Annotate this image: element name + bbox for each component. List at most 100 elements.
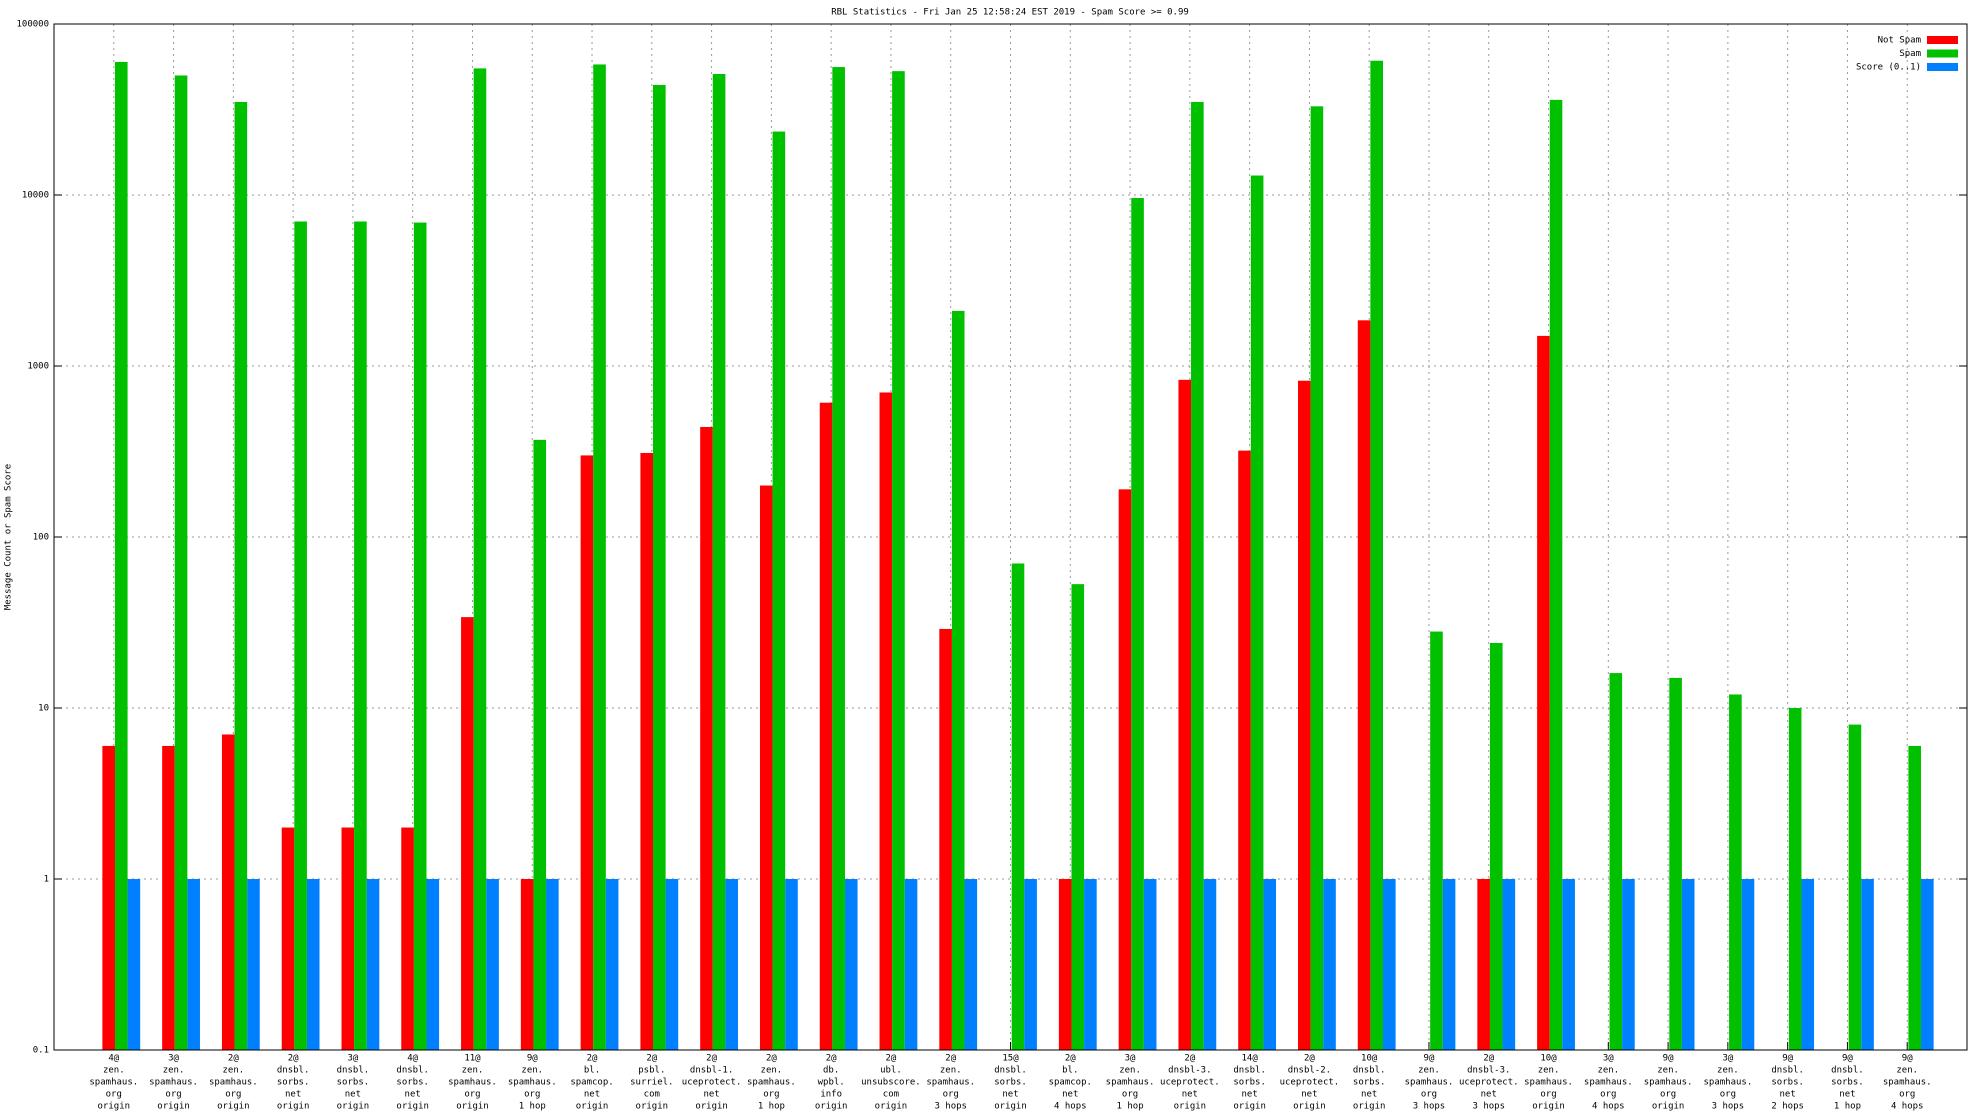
x-tick-label: org xyxy=(1421,1090,1437,1100)
bar xyxy=(832,67,845,1051)
x-tick-label: origin xyxy=(1293,1102,1326,1112)
bar xyxy=(486,879,499,1050)
x-tick-label: 2@ xyxy=(706,1054,717,1064)
bar xyxy=(1071,584,1085,1050)
bar xyxy=(413,222,427,1050)
bar xyxy=(533,439,547,1050)
x-tick-label: 10@ xyxy=(1540,1054,1557,1064)
x-tick-label: origin xyxy=(875,1102,908,1112)
plot-border xyxy=(53,23,1968,1051)
y-tick-label: 10000 xyxy=(22,191,49,201)
x-tick-label: 4@ xyxy=(407,1054,418,1064)
x-tick-label: origin xyxy=(337,1102,370,1112)
x-tick-label: zen. xyxy=(1538,1066,1560,1076)
bar xyxy=(341,827,355,1050)
x-tick-label: 3@ xyxy=(1722,1054,1733,1064)
bar xyxy=(1011,563,1025,1050)
x-tick-label: ubl. xyxy=(880,1066,902,1076)
x-tick-label: spamhaus. xyxy=(149,1078,198,1088)
x-tick-label: sorbs. xyxy=(994,1078,1027,1088)
x-tick-label: org xyxy=(524,1090,540,1100)
bar xyxy=(1729,694,1742,1050)
x-tick-label: 3 hops xyxy=(1472,1102,1505,1112)
bar xyxy=(605,879,619,1050)
x-tick-label: spamhaus. xyxy=(1644,1078,1693,1088)
x-tick-label: net xyxy=(1182,1090,1198,1100)
x-tick-label: zen. xyxy=(223,1066,245,1076)
x-tick-label: origin xyxy=(396,1102,429,1112)
bar xyxy=(174,75,188,1050)
bar xyxy=(700,426,713,1050)
x-tick-label: spamhaus. xyxy=(448,1078,497,1088)
x-tick-label: info xyxy=(820,1090,842,1100)
legend-swatch xyxy=(1927,63,1958,71)
x-tick-label: 15@ xyxy=(1002,1054,1019,1064)
bar xyxy=(1058,879,1072,1050)
x-tick-label: spamhaus. xyxy=(747,1078,796,1088)
x-tick-label: 2@ xyxy=(1065,1054,1076,1064)
bar xyxy=(712,74,726,1051)
x-tick-label: origin xyxy=(994,1102,1027,1112)
x-tick-label: zen. xyxy=(1418,1066,1440,1076)
x-tick-label: net xyxy=(584,1090,600,1100)
x-tick-label: zen. xyxy=(1896,1066,1918,1076)
bar xyxy=(1609,673,1623,1050)
x-tick-label: bl. xyxy=(1062,1066,1078,1076)
bar xyxy=(964,879,978,1050)
bar xyxy=(1310,106,1324,1051)
x-tick-label: 9@ xyxy=(1424,1054,1435,1064)
x-tick-label: dnsbl-3. xyxy=(1467,1066,1510,1076)
bar xyxy=(1489,642,1503,1050)
x-tick-label: org xyxy=(1660,1090,1676,1100)
x-tick-label: spamcop. xyxy=(1049,1078,1092,1088)
x-tick-label: sorbs. xyxy=(1353,1078,1386,1088)
x-tick-label: 3 hops xyxy=(1413,1102,1446,1112)
x-tick-label: 2@ xyxy=(646,1054,657,1064)
bar xyxy=(951,310,965,1050)
x-tick-label: 2@ xyxy=(1184,1054,1195,1064)
bar xyxy=(1908,745,1922,1050)
x-tick-label: zen. xyxy=(761,1066,783,1076)
bar xyxy=(1084,879,1097,1050)
bar xyxy=(665,879,679,1050)
x-tick-label: origin xyxy=(576,1102,609,1112)
bar xyxy=(1477,879,1490,1050)
x-tick-label: 1 hop xyxy=(1117,1102,1144,1112)
bar xyxy=(247,879,260,1050)
x-tick-label: zen. xyxy=(462,1066,484,1076)
bar xyxy=(1323,879,1336,1050)
bar xyxy=(1549,99,1563,1051)
x-tick-label: 9@ xyxy=(527,1054,538,1064)
x-tick-label: 2@ xyxy=(945,1054,956,1064)
x-tick-label: 9@ xyxy=(1902,1054,1913,1064)
x-tick-label: com xyxy=(883,1090,899,1100)
bar xyxy=(102,745,115,1050)
x-tick-label: net xyxy=(345,1090,361,1100)
x-tick-label: dnsbl. xyxy=(1771,1066,1804,1076)
bar xyxy=(354,221,367,1051)
x-tick-label: net xyxy=(1002,1090,1018,1100)
x-tick-label: uceprotect. xyxy=(1280,1078,1340,1088)
x-tick-label: 2@ xyxy=(1483,1054,1494,1064)
bar xyxy=(1562,879,1575,1050)
x-tick-label: sorbs. xyxy=(1831,1078,1864,1088)
x-tick-label: dnsbl. xyxy=(994,1066,1027,1076)
x-tick-label: dnsbl-2. xyxy=(1288,1066,1331,1076)
y-tick-label: 100 xyxy=(33,533,49,543)
y-tick-label: 10 xyxy=(38,704,49,714)
x-tick-label: 3@ xyxy=(1125,1054,1136,1064)
bar xyxy=(759,485,773,1050)
y-tick-label: 0.1 xyxy=(33,1046,49,1056)
x-tick-label: sorbs. xyxy=(1771,1078,1804,1088)
x-tick-label: org xyxy=(165,1090,181,1100)
x-tick-label: uceprotect. xyxy=(1459,1078,1519,1088)
x-tick-label: org xyxy=(943,1090,959,1100)
x-tick-label: 2@ xyxy=(587,1054,598,1064)
x-tick-label: 4 hops xyxy=(1592,1102,1625,1112)
bar xyxy=(1178,379,1192,1050)
x-tick-label: zen. xyxy=(1657,1066,1679,1076)
y-tick-label: 1 xyxy=(44,875,49,885)
x-tick-label: 2@ xyxy=(766,1054,777,1064)
bar xyxy=(580,455,594,1051)
x-tick-label: origin xyxy=(157,1102,190,1112)
